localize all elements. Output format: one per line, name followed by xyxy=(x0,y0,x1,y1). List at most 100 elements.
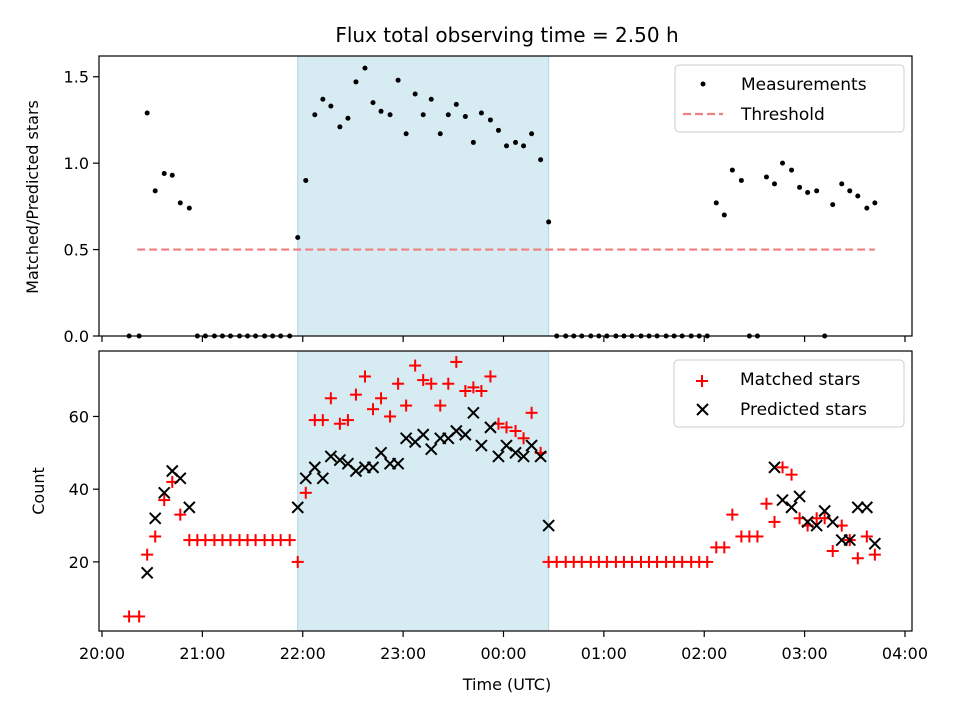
matched-point xyxy=(442,377,455,390)
measurement-point xyxy=(420,112,426,118)
matched-point xyxy=(392,377,405,390)
top-x-ticks xyxy=(101,336,906,342)
matched-point xyxy=(133,610,146,623)
measurement-point xyxy=(437,131,443,137)
measurement-point xyxy=(504,143,510,149)
top-panel: 0.0 0.5 1.0 1.5 Matched/Predicted stars Mea… xyxy=(23,55,913,346)
y-tick-label: 60 xyxy=(69,407,89,426)
measurement-point xyxy=(738,177,744,183)
matched-point xyxy=(349,388,362,401)
predicted-point xyxy=(374,446,388,460)
predicted-point xyxy=(467,406,480,420)
matched-point xyxy=(450,355,463,368)
matched-points xyxy=(123,355,881,623)
predicted-point xyxy=(818,504,831,518)
bottom-y-ticks: 20 40 60 xyxy=(69,407,99,572)
measurement-point xyxy=(161,171,167,177)
predicted-point xyxy=(484,421,497,434)
measurement-point xyxy=(789,167,795,173)
matched-point xyxy=(358,370,371,383)
predicted-point xyxy=(316,472,330,485)
predicted-point xyxy=(851,501,865,514)
predicted-point xyxy=(399,432,413,445)
measurement-point xyxy=(521,143,527,149)
measurement-point xyxy=(487,117,493,123)
matched-point xyxy=(409,359,422,372)
matched-point xyxy=(291,555,304,568)
matched-point xyxy=(475,385,488,397)
x-tick-label: 01:00 xyxy=(581,644,627,663)
measurement-point xyxy=(295,234,301,240)
matched-point xyxy=(174,508,187,521)
predicted-point xyxy=(291,501,304,514)
top-y-axis-label: Matched/Predicted stars xyxy=(23,100,42,294)
measurement-points xyxy=(126,65,878,339)
matched-point xyxy=(316,414,329,427)
x-tick-label: 22:00 xyxy=(280,644,326,663)
predicted-point xyxy=(308,461,322,474)
measurement-point xyxy=(478,110,484,116)
predicted-point xyxy=(475,439,488,452)
matched-point xyxy=(484,370,497,383)
x-tick-label: 02:00 xyxy=(681,644,727,663)
measurement-point xyxy=(177,200,183,206)
legend-predicted-label: Predicted stars xyxy=(740,400,867,420)
predicted-point xyxy=(868,537,882,550)
measurement-point xyxy=(328,103,334,109)
measurement-point xyxy=(186,205,192,211)
measurement-point xyxy=(387,112,393,118)
predicted-point xyxy=(140,566,154,580)
measurement-point xyxy=(445,112,451,118)
matched-point xyxy=(726,508,739,521)
matched-point xyxy=(333,417,346,430)
top-axes-frame xyxy=(98,55,913,337)
predicted-point xyxy=(425,442,438,456)
matched-point xyxy=(123,610,136,623)
x-tick-label: 00:00 xyxy=(480,644,526,663)
bottom-axes-frame xyxy=(98,350,913,632)
predicted-point xyxy=(509,446,522,460)
matched-point xyxy=(851,552,864,565)
measurement-point xyxy=(771,181,777,187)
measurement-point xyxy=(513,139,519,145)
measurement-point xyxy=(403,131,409,137)
highlight-span-top xyxy=(297,55,550,337)
measurement-point xyxy=(797,184,803,190)
measurement-point xyxy=(412,91,418,97)
predicted-point xyxy=(860,501,874,514)
measurement-point xyxy=(470,139,476,145)
matched-point xyxy=(324,392,337,405)
matched-point xyxy=(701,555,714,568)
matched-point xyxy=(158,494,171,507)
measurement-point xyxy=(462,113,468,119)
matched-point xyxy=(860,530,873,543)
matched-point xyxy=(341,414,354,427)
matched-point xyxy=(149,530,162,543)
measurement-point xyxy=(529,131,535,137)
measurement-point xyxy=(428,96,434,102)
predicted-point xyxy=(843,533,856,547)
predicted-point xyxy=(768,461,781,474)
matched-point xyxy=(785,468,798,481)
measurement-point xyxy=(303,177,309,183)
predicted-point xyxy=(542,519,555,532)
bottom-panel: 20 40 60 20:00 21:00 22:00 23:00 00:00 01:00 02:… xyxy=(29,350,928,694)
measurement-point xyxy=(169,172,175,178)
matched-point xyxy=(459,385,472,397)
matched-point xyxy=(760,497,773,510)
predicted-point xyxy=(450,424,463,438)
matched-point xyxy=(384,410,397,423)
predicted-point xyxy=(459,428,472,441)
predicted-point xyxy=(391,457,405,470)
matched-point xyxy=(509,425,522,437)
measurement-point xyxy=(362,65,368,71)
predicted-point xyxy=(366,461,380,474)
predicted-point xyxy=(324,450,338,463)
measurement-point xyxy=(312,112,318,118)
predicted-point xyxy=(158,486,171,500)
x-tick-label: 03:00 xyxy=(782,644,828,663)
bottom-y-axis-label: Count xyxy=(29,467,48,515)
measurement-point xyxy=(805,190,811,196)
measurement-point xyxy=(144,110,150,116)
matched-point xyxy=(367,403,380,416)
